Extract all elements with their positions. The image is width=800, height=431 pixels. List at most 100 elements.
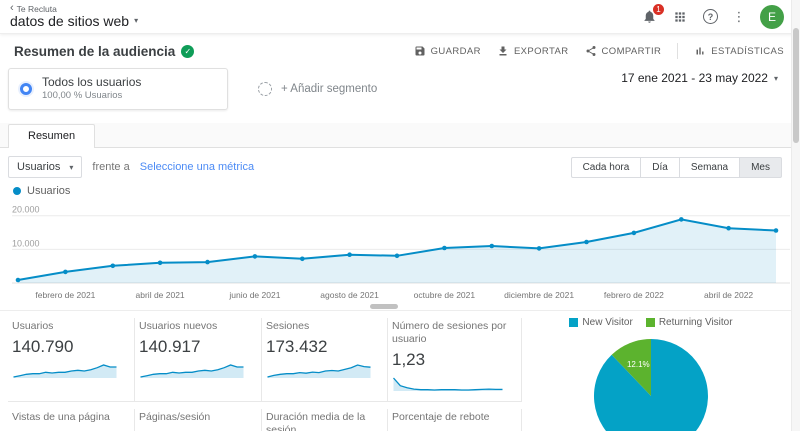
- users-line-chart[interactable]: 10.000 20.000 febrero de 2021 abril de 2021…: [6, 199, 792, 303]
- vertical-scrollbar: [791, 0, 800, 431]
- kebab-icon: ⋮: [732, 8, 746, 24]
- svg-text:febrero de 2021: febrero de 2021: [35, 290, 95, 300]
- granularity-day-button[interactable]: Día: [640, 156, 680, 178]
- granularity-week-button[interactable]: Semana: [678, 156, 741, 178]
- tab-resumen[interactable]: Resumen: [8, 124, 96, 148]
- kebab-menu-button[interactable]: ⋮: [732, 8, 746, 25]
- metric-card-paginas-sesion: Páginas/sesión 1,45: [135, 409, 262, 431]
- stats-button[interactable]: ESTADÍSTICAS: [694, 45, 784, 57]
- chart-legend: Usuarios: [0, 178, 800, 197]
- add-segment-label: + Añadir segmento: [281, 83, 378, 95]
- metric-label: Usuarios: [12, 320, 54, 332]
- chevron-down-icon: ▾: [69, 162, 74, 172]
- svg-text:abril de 2022: abril de 2022: [704, 290, 753, 300]
- returning-visitor-swatch-icon: [645, 318, 655, 327]
- new-visitor-swatch-icon: [569, 318, 579, 327]
- svg-text:octubre de 2021: octubre de 2021: [414, 290, 476, 300]
- granularity-month-button[interactable]: Mes: [739, 156, 782, 178]
- share-label: COMPARTIR: [601, 45, 662, 57]
- metric-label: Vistas de una página: [12, 411, 110, 424]
- legend-label: Usuarios: [27, 185, 71, 197]
- stats-label: ESTADÍSTICAS: [711, 45, 784, 57]
- metric-card-vistas-pagina: Vistas de una página 251.949: [8, 409, 135, 431]
- metric-label: Páginas/sesión: [139, 411, 211, 424]
- notifications-button[interactable]: 1: [642, 3, 665, 24]
- avatar[interactable]: E: [760, 4, 784, 29]
- back-arrow-icon[interactable]: ‹: [10, 2, 14, 15]
- chevron-down-icon: ▾: [773, 73, 778, 83]
- metric-card-duracion-media: Duración media de la sesión 00:01:31: [262, 409, 388, 431]
- dashed-circle-icon: [258, 82, 272, 96]
- apps-grid-icon: [675, 11, 685, 22]
- new-visitor-label: New Visitor: [582, 317, 633, 328]
- add-segment-button[interactable]: + Añadir segmento: [248, 68, 387, 110]
- apps-grid-button[interactable]: [673, 10, 687, 24]
- download-icon: [499, 46, 507, 56]
- svg-text:junio de 2021: junio de 2021: [228, 290, 280, 300]
- metric-label: Duración media de la sesión: [266, 411, 366, 431]
- select-metric-link[interactable]: Seleccione una métrica: [139, 161, 255, 173]
- export-label: EXPORTAR: [513, 45, 569, 57]
- metric-selector-label: Usuarios: [17, 161, 61, 173]
- vs-label: frente a: [92, 161, 130, 173]
- legend-new-visitor: New Visitor: [569, 317, 633, 328]
- help-button[interactable]: ?: [703, 9, 718, 24]
- segment-title: Todos los usuarios: [42, 75, 142, 90]
- actions-divider: [677, 43, 679, 59]
- metric-card-sesiones-por-usuario: Número de sesiones por usuario 1,23: [388, 318, 522, 403]
- visitor-type-panel: New Visitor Returning Visitor 12.1%: [545, 317, 757, 431]
- metric-value: 173.432: [266, 337, 328, 357]
- segment-subtitle: 100,00 % Usuarios: [42, 90, 123, 102]
- metric-value: 1,45: [139, 428, 251, 431]
- metric-value: 251.949: [12, 428, 124, 431]
- svg-text:12.1%: 12.1%: [627, 360, 650, 369]
- svg-text:20.000: 20.000: [12, 205, 40, 215]
- metric-label: Sesiones: [266, 320, 310, 332]
- verified-check-icon: ✓: [181, 44, 195, 58]
- vertical-scrollbar-thumb[interactable]: [793, 28, 799, 143]
- metric-selector[interactable]: Usuarios ▾: [8, 156, 83, 178]
- metric-card-sesiones: Sesiones 173.432: [262, 318, 388, 403]
- svg-text:febrero de 2022: febrero de 2022: [604, 290, 664, 300]
- save-button[interactable]: GUARDAR: [414, 45, 481, 57]
- metrics-summary: Usuarios 140.790 Usuarios nuevos 140.917…: [0, 310, 800, 431]
- metric-card-porcentaje-rebote: Porcentaje de rebote 77,80 %: [388, 409, 522, 431]
- metric-sparkline: [140, 364, 244, 379]
- property-title: datos de sitios web: [10, 12, 130, 29]
- metric-label: Porcentaje de rebote: [392, 411, 490, 424]
- horizontal-scrollbar-thumb[interactable]: [370, 304, 398, 309]
- report-actions: GUARDAR EXPORTAR COMPARTIR ESTADÍSTICAS: [414, 43, 784, 59]
- metric-sparkline: [393, 377, 503, 392]
- visitor-pie-chart[interactable]: 12.1%: [591, 336, 711, 431]
- legend-dot-icon: [13, 187, 21, 195]
- breadcrumb[interactable]: Te Recluta: [16, 3, 57, 14]
- share-icon: [586, 46, 596, 56]
- page-title: Resumen de la audiencia: [14, 43, 176, 59]
- horizontal-scrollbar: [0, 303, 800, 310]
- segment-all-users[interactable]: Todos los usuarios 100,00 % Usuarios: [8, 68, 228, 110]
- metric-value: 140.917: [139, 337, 201, 357]
- metrics-grid: Usuarios 140.790 Usuarios nuevos 140.917…: [8, 318, 800, 431]
- date-range-selector[interactable]: 17 ene 2021 - 23 may 2022 ▾: [621, 71, 778, 85]
- chart-controls: Usuarios ▾ frente a Seleccione una métri…: [0, 148, 800, 178]
- check-glyph: ✓: [184, 46, 192, 56]
- metric-value: 77,80 %: [392, 428, 511, 431]
- segment-circle-icon: [20, 83, 32, 95]
- topbar-left: ‹ Te Recluta datos de sitios web ▾: [10, 2, 138, 30]
- metric-sparkline: [13, 364, 117, 379]
- save-label: GUARDAR: [430, 45, 481, 57]
- notification-badge: 1: [652, 3, 665, 16]
- segment-row: Todos los usuarios 100,00 % Usuarios + A…: [8, 68, 800, 110]
- share-button[interactable]: COMPARTIR: [585, 45, 662, 57]
- export-button[interactable]: EXPORTAR: [497, 45, 569, 57]
- tab-strip: Resumen: [0, 123, 800, 148]
- svg-text:abril de 2021: abril de 2021: [136, 290, 185, 300]
- returning-visitor-label: Returning Visitor: [658, 317, 733, 328]
- svg-text:diciembre de 2021: diciembre de 2021: [504, 290, 574, 300]
- granularity-hourly-button[interactable]: Cada hora: [570, 156, 642, 178]
- property-selector[interactable]: datos de sitios web ▾: [10, 12, 138, 29]
- metric-sparkline: [267, 364, 371, 379]
- pie-legend: New Visitor Returning Visitor: [545, 317, 757, 328]
- topbar-actions: 1 ? ⋮ E: [642, 3, 784, 29]
